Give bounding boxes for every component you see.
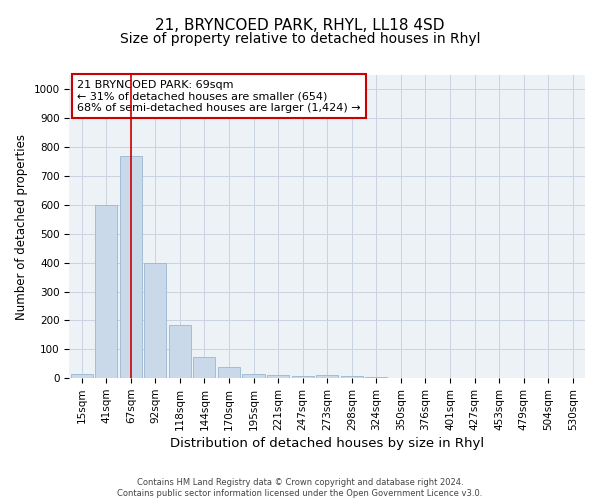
- Bar: [292, 376, 314, 378]
- Bar: [144, 262, 166, 378]
- Bar: [242, 374, 265, 378]
- X-axis label: Distribution of detached houses by size in Rhyl: Distribution of detached houses by size …: [170, 437, 484, 450]
- Bar: [120, 156, 142, 378]
- Bar: [71, 374, 93, 378]
- Text: 21 BRYNCOED PARK: 69sqm
← 31% of detached houses are smaller (654)
68% of semi-d: 21 BRYNCOED PARK: 69sqm ← 31% of detache…: [77, 80, 361, 112]
- Y-axis label: Number of detached properties: Number of detached properties: [15, 134, 28, 320]
- Text: 21, BRYNCOED PARK, RHYL, LL18 4SD: 21, BRYNCOED PARK, RHYL, LL18 4SD: [155, 18, 445, 32]
- Bar: [365, 377, 388, 378]
- Bar: [193, 356, 215, 378]
- Text: Size of property relative to detached houses in Rhyl: Size of property relative to detached ho…: [120, 32, 480, 46]
- Bar: [95, 205, 117, 378]
- Text: Contains HM Land Registry data © Crown copyright and database right 2024.
Contai: Contains HM Land Registry data © Crown c…: [118, 478, 482, 498]
- Bar: [218, 367, 240, 378]
- Bar: [169, 325, 191, 378]
- Bar: [267, 376, 289, 378]
- Bar: [341, 376, 363, 378]
- Bar: [316, 374, 338, 378]
